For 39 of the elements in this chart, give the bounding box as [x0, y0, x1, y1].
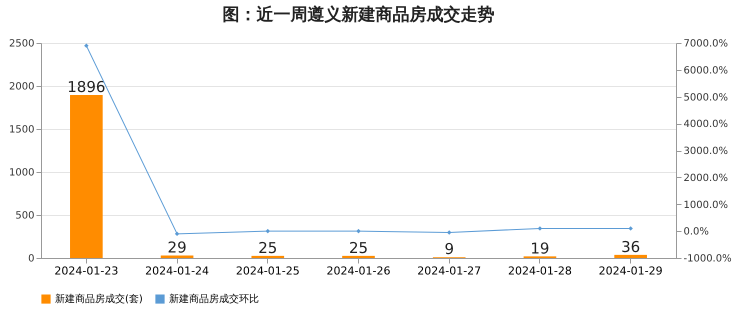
data-label: 25 [258, 238, 278, 257]
y-tick-label: 1500 [9, 124, 34, 136]
x-tick-label: 2024-01-25 [236, 264, 300, 278]
y-tick-label: 2500 [9, 38, 34, 50]
y2-tick-label: 6000.0% [684, 65, 728, 76]
y-tick-label: 500 [15, 210, 34, 222]
x-tick-label: 2024-01-24 [145, 264, 210, 278]
y2-tick-label: 1000.0% [684, 200, 728, 211]
y2-tick-label: 3000.0% [684, 146, 728, 157]
x-tick-label: 2024-01-26 [326, 264, 390, 278]
y2-tick-label: 0.0% [684, 226, 709, 238]
data-label: 1896 [67, 78, 106, 96]
y2-tick-label: 2000.0% [684, 172, 728, 184]
y-tick-label: 1000 [9, 168, 34, 178]
chart-title: 图：近一周遵义新建商品房成交走势 [222, 5, 494, 25]
legend-label: 新建商品房成交(套) [55, 293, 143, 306]
point [266, 228, 270, 234]
x-tick-label: 2024-01-27 [417, 264, 482, 278]
x-tick-label: 2024-01-29 [598, 264, 663, 278]
point [538, 226, 542, 231]
y-tick-label: 0 [28, 254, 34, 264]
point [174, 232, 180, 236]
data-label: 19 [530, 239, 550, 258]
bar [70, 94, 103, 258]
point [84, 43, 89, 48]
x-tick-label: 2024-01-28 [508, 264, 572, 278]
y2-tick-label: 5000.0% [684, 92, 728, 104]
y-tick-label: 2000 [9, 82, 34, 92]
x-tick-label: 2024-01-23 [54, 264, 118, 278]
y2-tick-label: -1000.0% [684, 254, 732, 264]
data-label: 29 [168, 238, 187, 257]
point [356, 228, 361, 234]
data-label: 25 [348, 238, 368, 257]
data-label: 36 [621, 238, 640, 256]
legend-label: 新建商品房成交环比 [169, 293, 259, 306]
y2-tick-label: 7000.0% [684, 38, 728, 50]
y2-tick-label: 4000.0% [684, 119, 728, 130]
data-label: 9 [444, 240, 454, 258]
bar [614, 254, 647, 258]
